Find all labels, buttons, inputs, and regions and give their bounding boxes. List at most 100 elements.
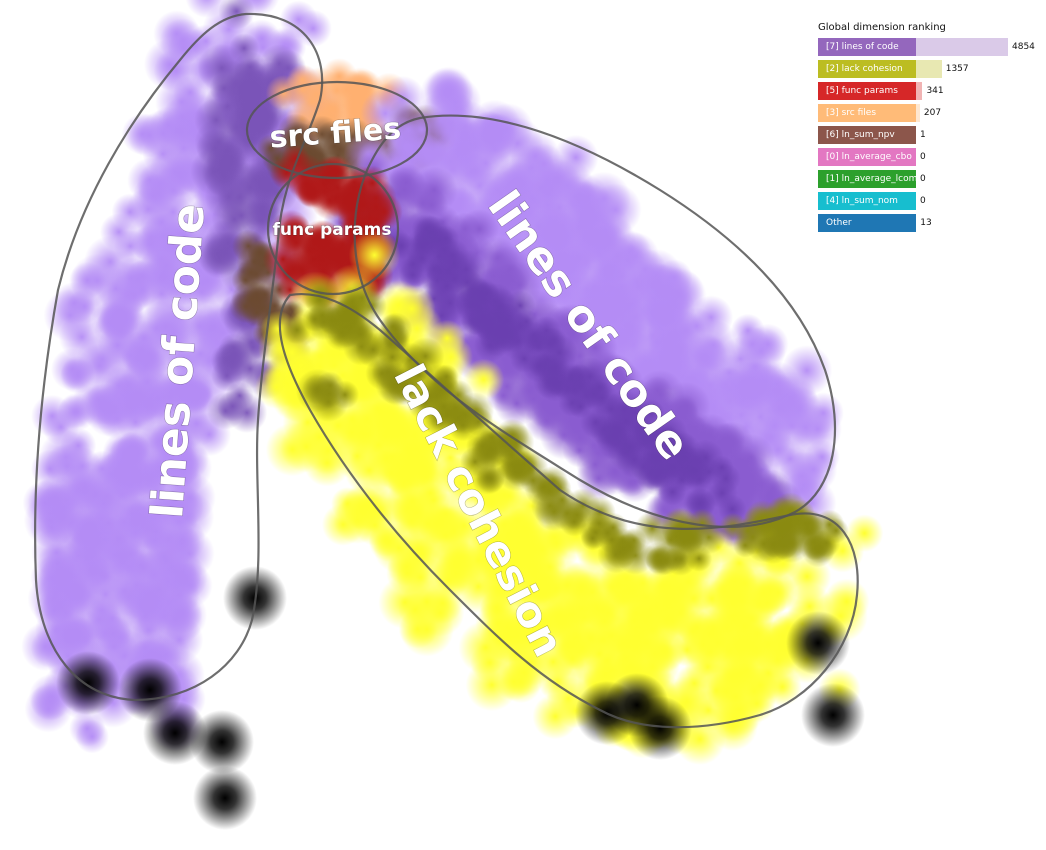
point-lines-of-code: [121, 113, 164, 155]
point-lack-cohesion: [462, 358, 505, 401]
ranking-title: Global dimension ranking: [818, 22, 946, 33]
ranking-label: [7] lines of code: [826, 42, 899, 52]
point-lines-of-code: [111, 193, 149, 231]
point-lines-of-code: [709, 455, 734, 480]
ranking-row: [3] src files 207: [818, 104, 1044, 122]
point-lines-of-code: [462, 113, 515, 167]
point-func-params: [274, 218, 313, 257]
ranking-bar[interactable]: [6] ln_sum_npv: [818, 126, 916, 144]
ranking-bar[interactable]: Other: [818, 214, 916, 232]
point-lines-of-code: [140, 239, 193, 293]
ranking-row: [7] lines of code 4854: [818, 38, 1044, 56]
ranking-label: [0] ln_average_cbo: [826, 152, 912, 162]
point-lines-of-code: [73, 374, 125, 426]
ranking-row: [0] ln_average_cbo 0: [818, 148, 1044, 166]
ranking-count: 4854: [1012, 42, 1035, 52]
point-lines-of-code: [687, 319, 740, 372]
point-lack-cohesion: [663, 546, 689, 572]
point-lack-cohesion: [367, 395, 411, 439]
point-lines-of-code: [651, 266, 705, 320]
ranking-bar[interactable]: [5] func params: [818, 82, 916, 100]
ranking-bar[interactable]: [2] lack cohesion: [818, 60, 916, 78]
point-lines-of-code: [36, 492, 89, 545]
point-lack-cohesion: [732, 532, 758, 558]
hull-lack-cohesion: [278, 293, 859, 729]
point-lines-of-code: [734, 326, 771, 363]
point-lack-cohesion: [548, 486, 576, 514]
ranking-count: 1: [920, 130, 926, 140]
ranking-row: [1] ln_average_lcom4 0: [818, 170, 1044, 188]
ranking-row: [2] lack cohesion 1357: [818, 60, 1044, 78]
point-lines-of-code: [148, 187, 198, 237]
point-lines-of-code: [30, 449, 70, 489]
point-lines-of-code: [424, 225, 454, 256]
point-lines-of-code: [492, 160, 541, 209]
ranking-label: Other: [826, 218, 852, 228]
point-lines-of-code: [568, 373, 595, 400]
outlier-point: [786, 611, 850, 675]
hull-src-files: [245, 80, 429, 180]
ranking-bar[interactable]: [3] src files: [818, 104, 916, 122]
ranking-row: [5] func params 341: [818, 82, 1044, 100]
dimension-ranking-panel: Global dimension ranking [7] lines of co…: [818, 22, 1044, 236]
point-lines-of-code: [69, 710, 106, 747]
ranking-bar[interactable]: [1] ln_average_lcom4: [818, 170, 923, 188]
ranking-label: [2] lack cohesion: [826, 64, 903, 74]
ranking-bar[interactable]: [0] ln_average_cbo: [818, 148, 916, 166]
point-lines-of-code: [420, 67, 474, 121]
point-lines-of-code: [37, 550, 86, 598]
outlier-point: [801, 683, 865, 747]
outlier-point: [628, 696, 692, 760]
point-lack-cohesion: [476, 464, 505, 494]
point-lines-of-code: [154, 589, 208, 642]
ranking-label: [3] src files: [826, 108, 877, 118]
ranking-row: [4] ln_sum_nom 0: [818, 192, 1044, 210]
point-lines-of-code: [724, 361, 766, 403]
outlier-point: [190, 710, 254, 774]
point-lack-cohesion: [344, 492, 383, 531]
point-lines-of-code: [157, 483, 204, 530]
point-lines-of-code: [802, 392, 844, 434]
point-lines-of-code: [123, 547, 164, 588]
cluster-label-func-params: func params: [273, 220, 392, 240]
point-lack-cohesion: [845, 514, 884, 552]
point-lines-of-code: [538, 239, 592, 292]
ranking-row: [6] ln_sum_npv 1: [818, 126, 1044, 144]
point-lack-cohesion: [315, 371, 345, 400]
point-lack-cohesion: [302, 306, 328, 333]
ranking-count: 0: [920, 196, 926, 206]
point-lack-cohesion: [578, 595, 631, 647]
point-src-files: [229, 289, 263, 324]
point-lines-of-code: [459, 209, 500, 249]
point-lack-cohesion: [432, 550, 480, 598]
point-lack-cohesion: [340, 310, 379, 349]
point-lack-cohesion: [670, 518, 707, 555]
point-lack-cohesion: [671, 576, 716, 621]
point-lines-of-code: [167, 368, 212, 413]
point-lack-cohesion: [621, 527, 647, 554]
point-lack-cohesion: [712, 673, 759, 720]
point-lack-cohesion: [265, 422, 320, 477]
point-lines-of-code: [360, 88, 411, 139]
point-lines-of-code: [410, 166, 458, 214]
point-lines-of-code: [218, 108, 256, 146]
point-lines-of-code: [152, 442, 201, 490]
point-lack-cohesion: [759, 508, 798, 546]
point-lines-of-code: [589, 253, 628, 292]
point-lines-of-code: [486, 316, 513, 343]
ranking-count: 13: [920, 218, 932, 228]
ranking-bar[interactable]: [7] lines of code: [818, 38, 916, 56]
point-lines-of-code: [52, 281, 96, 325]
point-lines-of-code: [528, 352, 554, 378]
point-lines-of-code: [465, 277, 501, 313]
point-lack-cohesion: [368, 521, 410, 562]
point-lines-of-code: [631, 313, 675, 358]
cluster-label-src-files: src files: [268, 111, 402, 155]
ranking-bar[interactable]: [4] ln_sum_nom: [818, 192, 916, 210]
ranking-count: 0: [920, 174, 926, 184]
cluster-hulls: [34, 12, 859, 729]
hull-lines-of-code-right: [353, 114, 837, 528]
point-lines-of-code: [657, 428, 697, 468]
point-lines-of-code: [582, 221, 619, 258]
